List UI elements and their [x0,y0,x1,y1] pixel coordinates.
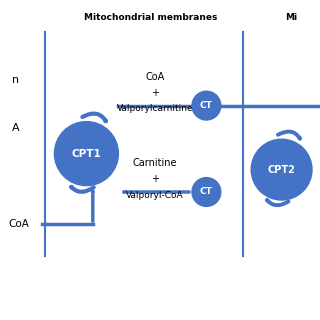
Text: CoA: CoA [146,72,165,82]
Circle shape [54,122,118,186]
Circle shape [192,178,221,206]
Text: Valporylcarnitine: Valporylcarnitine [117,104,194,113]
Text: A: A [12,123,20,133]
Text: +: + [151,174,159,184]
Text: Carnitine: Carnitine [133,158,178,168]
Text: CT: CT [200,188,213,196]
Text: Valporyl-CoA: Valporyl-CoA [126,191,184,200]
Text: n: n [12,75,20,85]
Text: CT: CT [200,101,213,110]
Circle shape [251,139,312,200]
Text: CoA: CoA [9,219,30,229]
Text: +: + [151,88,159,98]
Text: CPT1: CPT1 [72,148,101,159]
Circle shape [192,91,221,120]
Text: CPT2: CPT2 [268,164,296,175]
Text: Mi: Mi [285,13,297,22]
Text: Mitochondrial membranes: Mitochondrial membranes [84,13,217,22]
